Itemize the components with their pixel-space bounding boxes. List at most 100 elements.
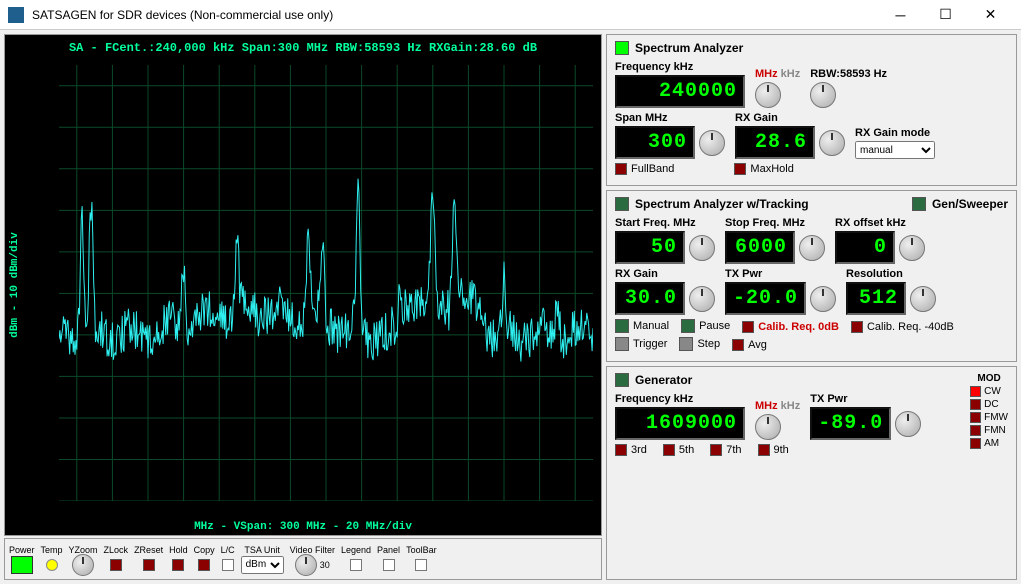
sat-stop-value[interactable]: 6000 — [725, 231, 795, 264]
mod-dc-led[interactable] — [970, 399, 981, 410]
sa-freq-label: Frequency kHz — [615, 61, 745, 73]
lc-label: L/C — [221, 545, 235, 555]
gen-7th-led[interactable] — [710, 444, 722, 456]
vfilter-label: Video Filter — [290, 545, 335, 555]
copy-label: Copy — [194, 545, 215, 555]
lc-checkbox[interactable] — [222, 559, 234, 571]
sa-rbw-knob[interactable] — [810, 82, 836, 108]
panel-checkbox[interactable] — [383, 559, 395, 571]
sat-stop-knob[interactable] — [799, 235, 825, 261]
spectrum-analyzer-panel: Spectrum Analyzer Frequency kHz 240000 M… — [606, 34, 1017, 186]
sat-calib0-led[interactable] — [742, 321, 754, 333]
sat-calib40-label: Calib. Req. -40dB — [867, 321, 954, 333]
sat-pause-led[interactable] — [681, 319, 695, 333]
hold-label: Hold — [169, 545, 188, 555]
mod-fmw-led[interactable] — [970, 412, 981, 423]
mod-fmn-label: FMN — [984, 425, 1006, 436]
sa-span-value[interactable]: 300 — [615, 126, 695, 159]
maximize-button[interactable]: ☐ — [923, 0, 968, 30]
sat-active-led[interactable] — [615, 197, 629, 211]
gen-3rd-label: 3rd — [631, 444, 647, 456]
app-icon — [8, 7, 24, 23]
mod-cw-led[interactable] — [970, 386, 981, 397]
chart-ylabel: dBm - 10 dBm/div — [9, 232, 21, 338]
gen-freq-knob[interactable] — [755, 414, 781, 440]
mod-am-led[interactable] — [970, 438, 981, 449]
minimize-button[interactable]: ─ — [878, 0, 923, 30]
sat-calib0-label: Calib. Req. 0dB — [758, 321, 839, 333]
gen-khz-label: kHz — [781, 400, 801, 412]
gen-9th-label: 9th — [774, 444, 789, 456]
gen-7th-label: 7th — [726, 444, 741, 456]
power-led[interactable] — [11, 556, 33, 574]
sa-fullband-led[interactable] — [615, 163, 627, 175]
sat-rxoff-value[interactable]: 0 — [835, 231, 895, 264]
sat-rxgain-value[interactable]: 30.0 — [615, 282, 685, 315]
vfilter-value: 30 — [320, 560, 330, 570]
gen-5th-led[interactable] — [663, 444, 675, 456]
vfilter-knob[interactable] — [295, 554, 317, 576]
sa-freq-value[interactable]: 240000 — [615, 75, 745, 108]
sat-manual-led[interactable] — [615, 319, 629, 333]
sat-res-knob[interactable] — [910, 286, 936, 312]
gen-active-led[interactable] — [615, 373, 629, 387]
gen-txpwr-knob[interactable] — [895, 411, 921, 437]
temp-led — [46, 559, 58, 571]
sa-span-label: Span MHz — [615, 112, 725, 124]
window-titlebar: SATSAGEN for SDR devices (Non-commercial… — [0, 0, 1021, 30]
zlock-led[interactable] — [110, 559, 122, 571]
mod-dc-label: DC — [984, 399, 998, 410]
sa-span-knob[interactable] — [699, 130, 725, 156]
gen-freq-value[interactable]: 1609000 — [615, 407, 745, 440]
toolbar-checkbox[interactable] — [415, 559, 427, 571]
sat-step-led[interactable] — [679, 337, 693, 351]
gen-freq-label: Frequency kHz — [615, 393, 745, 405]
sa-maxhold-label: MaxHold — [750, 163, 793, 175]
sa-rxmode-label: RX Gain mode — [855, 127, 935, 139]
sat-rxoff-knob[interactable] — [899, 235, 925, 261]
gen-9th-led[interactable] — [758, 444, 770, 456]
copy-led[interactable] — [198, 559, 210, 571]
tsa-select[interactable]: dBm — [241, 556, 284, 574]
sat-res-label: Resolution — [846, 268, 936, 280]
gensweep-led[interactable] — [912, 197, 926, 211]
window-title: SATSAGEN for SDR devices (Non-commercial… — [32, 8, 878, 22]
chart-svg: 0-10-20-30-40-50-60-70-80-90-100 1001201… — [59, 65, 593, 501]
zlock-label: ZLock — [104, 545, 129, 555]
sat-txpwr-value[interactable]: -20.0 — [725, 282, 806, 315]
sat-rxgain-knob[interactable] — [689, 286, 715, 312]
gen-3rd-led[interactable] — [615, 444, 627, 456]
zreset-led[interactable] — [143, 559, 155, 571]
mod-am-label: AM — [984, 438, 999, 449]
bottom-toolbar: Power Temp YZoom ZLock ZReset Hold Copy … — [4, 538, 602, 580]
sat-trigger-led[interactable] — [615, 337, 629, 351]
sat-start-value[interactable]: 50 — [615, 231, 685, 264]
sat-avg-label: Avg — [748, 339, 767, 351]
toolbar-label: ToolBar — [406, 545, 437, 555]
sa-active-led[interactable] — [615, 41, 629, 55]
temp-label: Temp — [41, 545, 63, 555]
yzoom-knob[interactable] — [72, 554, 94, 576]
mod-cw-label: CW — [984, 386, 1001, 397]
yzoom-label: YZoom — [69, 545, 98, 555]
sat-txpwr-knob[interactable] — [810, 286, 836, 312]
mod-fmn-led[interactable] — [970, 425, 981, 436]
close-button[interactable]: ✕ — [968, 0, 1013, 30]
sat-res-value[interactable]: 512 — [846, 282, 906, 315]
gen-txpwr-value[interactable]: -89.0 — [810, 407, 891, 440]
sat-avg-led[interactable] — [732, 339, 744, 351]
sa-freq-knob[interactable] — [755, 82, 781, 108]
sat-start-knob[interactable] — [689, 235, 715, 261]
sa-maxhold-led[interactable] — [734, 163, 746, 175]
panel-label: Panel — [377, 545, 400, 555]
sa-khz-label: kHz — [781, 68, 801, 80]
sa-rxgain-value[interactable]: 28.6 — [735, 126, 815, 159]
hold-led[interactable] — [172, 559, 184, 571]
legend-checkbox[interactable] — [350, 559, 362, 571]
sat-calib40-led[interactable] — [851, 321, 863, 333]
sa-rxgain-knob[interactable] — [819, 130, 845, 156]
legend-label: Legend — [341, 545, 371, 555]
sa-rxmode-select[interactable]: manual — [855, 141, 935, 159]
power-label: Power — [9, 545, 35, 555]
sat-title2: Gen/Sweeper — [932, 197, 1008, 211]
